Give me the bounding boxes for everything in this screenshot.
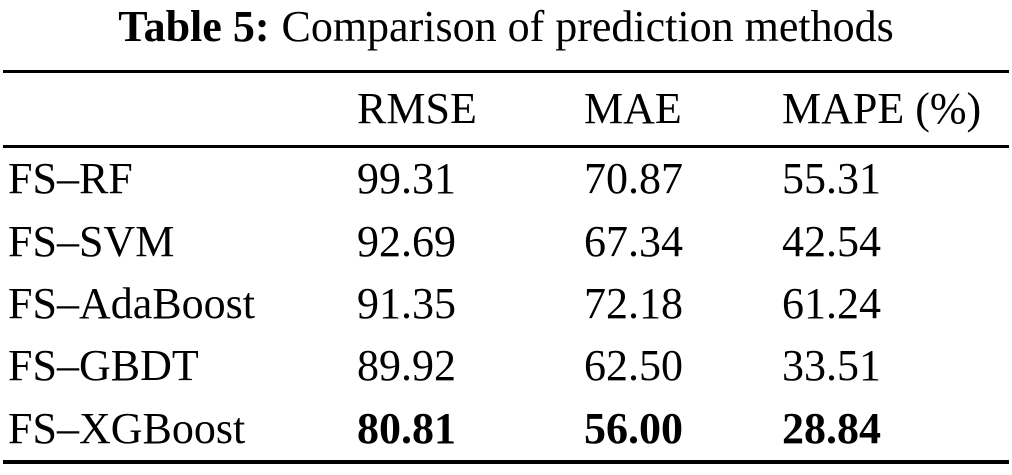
row-rmse: 92.69 — [357, 216, 456, 266]
row-method: FS–XGBoost — [8, 403, 246, 453]
row-mae: 62.50 — [584, 341, 683, 391]
row-mae: 67.34 — [584, 216, 683, 266]
row-mape: 42.54 — [782, 216, 881, 266]
table-top-rule — [3, 70, 1009, 73]
table-caption: Table 5: Comparison of prediction methods — [0, 0, 1012, 54]
row-mae: 70.87 — [584, 154, 683, 204]
row-mape: 55.31 — [782, 154, 881, 204]
row-mape: 33.51 — [782, 341, 881, 391]
table-header-row: RMSE MAE MAPE (%) — [0, 73, 1012, 145]
row-mae: 72.18 — [584, 278, 683, 328]
row-rmse-best: 80.81 — [357, 403, 456, 453]
table-mid-rule — [3, 145, 1009, 148]
row-rmse: 99.31 — [357, 154, 456, 204]
header-mape: MAPE (%) — [782, 84, 982, 133]
row-rmse: 91.35 — [357, 278, 456, 328]
row-method: FS–RF — [8, 154, 133, 204]
row-method: FS–GBDT — [8, 341, 199, 391]
row-mape-best: 28.84 — [782, 403, 881, 453]
header-rmse: RMSE — [357, 84, 477, 133]
table-bottom-rule — [3, 460, 1009, 464]
table-caption-label: Table 5: — [118, 2, 270, 51]
row-mae-best: 56.00 — [584, 403, 683, 453]
row-mape: 61.24 — [782, 278, 881, 328]
row-method: FS–AdaBoost — [8, 278, 255, 328]
row-method: FS–SVM — [8, 216, 175, 266]
table-caption-text: Comparison of prediction methods — [281, 2, 894, 51]
table-body: FS–RF 99.31 70.87 55.31 FS–SVM 92.69 67.… — [0, 148, 1012, 460]
header-mae: MAE — [584, 84, 682, 133]
row-rmse: 89.92 — [357, 341, 456, 391]
